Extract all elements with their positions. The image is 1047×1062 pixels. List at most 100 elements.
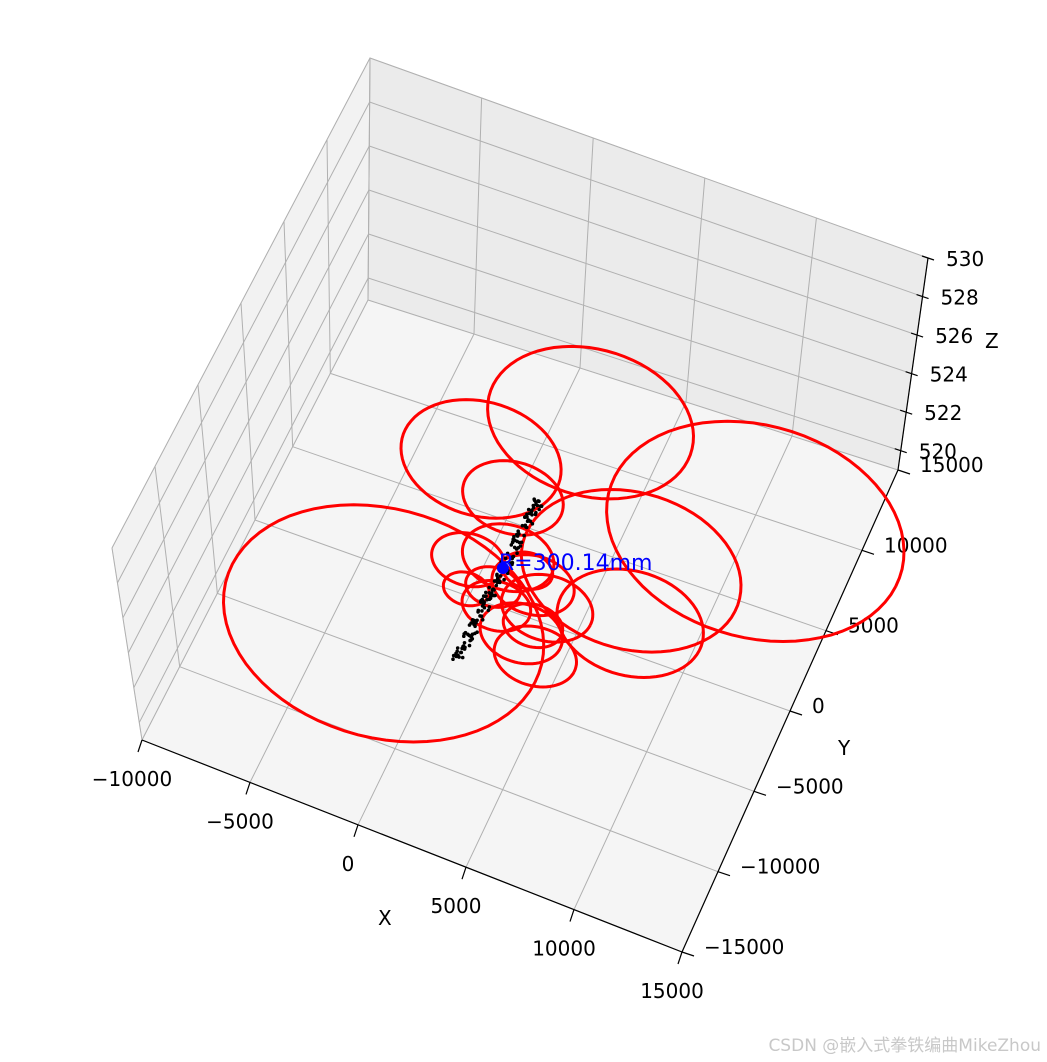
- data-point: [534, 510, 538, 515]
- fit-circle: [605, 419, 906, 644]
- data-point: [480, 604, 485, 608]
- data-point: [480, 618, 485, 622]
- fit-circle: [486, 344, 696, 501]
- x-tick-mark: [353, 824, 359, 837]
- grid-z-line: [122, 145, 918, 619]
- data-point: [487, 597, 492, 602]
- data-point: [522, 533, 526, 538]
- fit-circle: [500, 550, 555, 591]
- data-point: [459, 650, 464, 655]
- data-point: [491, 587, 496, 591]
- z-tick-label: 524: [930, 363, 968, 387]
- fit-circle: [399, 398, 563, 520]
- data-point: [483, 594, 487, 598]
- data-point: [537, 507, 541, 512]
- data-point: [531, 505, 536, 510]
- data-point: [509, 561, 513, 565]
- data-point: [512, 545, 517, 550]
- y-tick-label: −5000: [776, 774, 844, 798]
- x-axis-label: X: [378, 906, 392, 930]
- data-point: [515, 551, 519, 555]
- data-point: [528, 519, 533, 523]
- fit-circle: [441, 570, 491, 608]
- fit-circle: [501, 602, 565, 650]
- radius-annotation: R=300.14mm: [499, 551, 653, 576]
- y-tick-label: 10000: [884, 533, 948, 557]
- data-point: [487, 605, 492, 609]
- ticks: −10000−500005000100001500015000100005000…: [92, 247, 984, 1003]
- point-series: [451, 497, 544, 661]
- data-point: [478, 614, 482, 618]
- data-point: [469, 638, 473, 642]
- data-point: [462, 641, 467, 645]
- data-point: [461, 644, 465, 649]
- y-tick-mark: [717, 871, 731, 877]
- y-tick-mark: [681, 951, 695, 957]
- data-point: [484, 590, 488, 595]
- data-point: [473, 624, 477, 629]
- fit-circle: [461, 459, 565, 537]
- x-tick-label: 15000: [640, 979, 704, 1003]
- x-tick-mark: [245, 782, 251, 795]
- data-point: [509, 543, 514, 547]
- fit-circle: [460, 522, 556, 594]
- y-tick-mark: [789, 710, 803, 716]
- data-point: [515, 534, 520, 538]
- x-tick-mark: [461, 867, 467, 880]
- fit-circle: [490, 553, 576, 618]
- y-tick-label: −10000: [740, 855, 820, 879]
- data-point: [475, 618, 479, 623]
- y-tick-label: 15000: [920, 453, 984, 477]
- data-point: [519, 540, 524, 545]
- z-tick-mark: [921, 255, 935, 261]
- data-point: [523, 515, 527, 519]
- data-point: [479, 600, 483, 604]
- grid-y-line: [154, 466, 719, 873]
- data-point: [529, 509, 534, 514]
- z-tick-label: 528: [941, 286, 979, 310]
- data-point: [451, 657, 455, 661]
- data-point: [505, 551, 510, 556]
- data-point: [535, 503, 540, 508]
- data-point: [498, 580, 502, 585]
- data-point: [495, 573, 499, 578]
- data-point: [472, 618, 476, 623]
- x-tick-label: 0: [342, 852, 355, 876]
- fit-circle: [464, 565, 522, 609]
- data-point: [480, 609, 484, 613]
- data-point: [455, 646, 460, 650]
- z-tick-label: 520: [919, 440, 957, 464]
- y-tick-mark: [897, 469, 911, 475]
- grid-z-line: [133, 233, 907, 688]
- data-point: [510, 556, 514, 561]
- x-tick-label: 5000: [431, 894, 482, 918]
- z-tick-mark: [894, 448, 907, 454]
- data-point: [524, 525, 529, 530]
- data-point: [525, 512, 529, 516]
- fit-circle: [555, 567, 705, 680]
- center-marker: [496, 561, 509, 574]
- data-point: [502, 577, 506, 582]
- grid-z-line: [117, 101, 923, 584]
- grid-z-line: [127, 189, 912, 653]
- data-point: [520, 523, 525, 528]
- grid-y-line: [326, 139, 863, 551]
- z-tick-mark: [916, 293, 929, 300]
- data-point: [503, 556, 508, 561]
- data-point: [538, 504, 543, 508]
- grid-y-line: [197, 384, 755, 792]
- data-point: [456, 653, 460, 657]
- data-point: [467, 623, 472, 627]
- data-point: [494, 583, 499, 588]
- data-point: [467, 633, 471, 638]
- data-point: [486, 608, 491, 613]
- z-tick-mark: [899, 409, 913, 415]
- x-tick-label: −5000: [206, 809, 274, 833]
- data-point: [498, 574, 503, 578]
- data-point: [487, 591, 492, 595]
- grid-z-line: [138, 277, 901, 723]
- z-tick-label: 526: [935, 324, 973, 348]
- y-axis-label: Y: [837, 736, 851, 760]
- data-point: [532, 497, 536, 502]
